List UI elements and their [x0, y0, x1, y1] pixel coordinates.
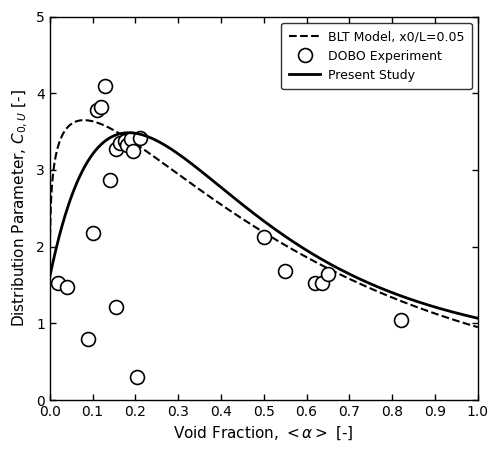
- DOBO Experiment: [261, 235, 267, 240]
- BLT Model, x0/L=0.05: [475, 324, 481, 330]
- BLT Model, x0/L=0.05: [81, 117, 87, 123]
- Present Study: [121, 130, 127, 136]
- DOBO Experiment: [102, 83, 108, 88]
- DOBO Experiment: [113, 147, 119, 152]
- DOBO Experiment: [134, 374, 140, 380]
- Present Study: [475, 316, 481, 321]
- Line: BLT Model, x0/L=0.05: BLT Model, x0/L=0.05: [50, 120, 478, 327]
- Present Study: [466, 313, 472, 319]
- DOBO Experiment: [113, 304, 119, 309]
- Legend: BLT Model, x0/L=0.05, DOBO Experiment, Present Study: BLT Model, x0/L=0.05, DOBO Experiment, P…: [282, 23, 472, 89]
- DOBO Experiment: [312, 281, 318, 286]
- DOBO Experiment: [130, 148, 136, 154]
- DOBO Experiment: [128, 137, 134, 142]
- Present Study: [46, 275, 52, 280]
- BLT Model, x0/L=0.05: [121, 134, 127, 139]
- X-axis label: Void Fraction, $<\alpha>$ [-]: Void Fraction, $<\alpha>$ [-]: [174, 424, 354, 442]
- BLT Model, x0/L=0.05: [96, 120, 102, 126]
- DOBO Experiment: [136, 135, 142, 140]
- DOBO Experiment: [325, 271, 331, 276]
- Present Study: [96, 144, 102, 149]
- Y-axis label: Distribution Parameter, $C_{0,U}$ [-]: Distribution Parameter, $C_{0,U}$ [-]: [11, 90, 30, 327]
- DOBO Experiment: [90, 230, 96, 236]
- DOBO Experiment: [318, 281, 324, 286]
- Line: DOBO Experiment: DOBO Experiment: [52, 79, 408, 384]
- Present Study: [211, 179, 217, 184]
- DOBO Experiment: [106, 177, 112, 183]
- BLT Model, x0/L=0.05: [466, 322, 472, 328]
- DOBO Experiment: [85, 336, 91, 342]
- DOBO Experiment: [56, 281, 62, 286]
- BLT Model, x0/L=0.05: [211, 197, 217, 202]
- DOBO Experiment: [94, 107, 100, 113]
- BLT Model, x0/L=0.05: [420, 307, 426, 312]
- DOBO Experiment: [64, 284, 70, 290]
- DOBO Experiment: [122, 138, 128, 144]
- DOBO Experiment: [118, 140, 124, 146]
- BLT Model, x0/L=0.05: [230, 210, 235, 215]
- DOBO Experiment: [398, 317, 404, 322]
- Present Study: [420, 301, 426, 306]
- Present Study: [126, 130, 132, 135]
- Present Study: [230, 194, 235, 199]
- DOBO Experiment: [282, 269, 288, 274]
- BLT Model, x0/L=0.05: [46, 278, 52, 284]
- DOBO Experiment: [124, 143, 130, 148]
- Line: Present Study: Present Study: [50, 133, 478, 318]
- DOBO Experiment: [98, 104, 104, 110]
